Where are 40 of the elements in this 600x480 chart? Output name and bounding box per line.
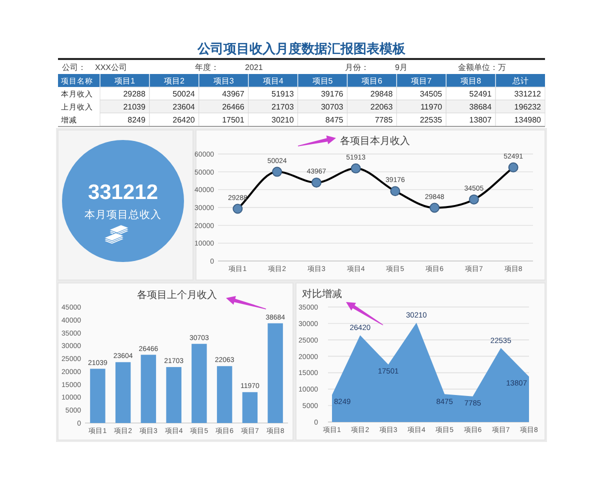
data-label: 21039 [123, 102, 146, 112]
data-label: 7785 [374, 116, 394, 124]
data-label: 30703 [320, 102, 344, 112]
data-label: 22535 [420, 116, 443, 124]
x-tick-label: 项目1 [114, 76, 136, 86]
data-label: 8475 [325, 116, 344, 124]
text: 年度： [195, 63, 219, 72]
text: 9月 [395, 63, 408, 72]
x-tick-label: 项目3 [213, 76, 234, 86]
chart-title: 对比增减 [302, 288, 342, 300]
data-label: 21703 [272, 102, 294, 112]
data-label: 22063 [370, 102, 394, 112]
data-label: 38684 [469, 102, 492, 112]
data-label: 23604 [172, 102, 196, 112]
x-tick-label: 项目5 [312, 76, 334, 86]
data-label: 8249 [128, 116, 146, 124]
data-label: 134980 [514, 116, 542, 124]
data-label: 17501 [222, 116, 245, 124]
text: 331212 [88, 181, 158, 204]
chart-title: 公司项目收入月度数据汇报图表模板 [196, 41, 406, 56]
text: 月份： [345, 63, 369, 72]
x-tick-label: 项目7 [411, 76, 432, 86]
chart-title: 各项目本月收入 [340, 135, 410, 147]
x-tick-label: 总计 [511, 76, 528, 86]
data-label: 11970 [420, 102, 443, 112]
data-label: 196232 [514, 102, 542, 112]
text: 本月项目总收入 [84, 208, 162, 221]
text: XXX公司 [95, 63, 128, 72]
x-tick-label: 项目4 [262, 76, 284, 86]
data-label: 13807 [469, 116, 492, 124]
text: 金额单位：万 [458, 63, 506, 72]
x-tick-label: 项目8 [460, 76, 482, 86]
data-label: 26466 [222, 102, 245, 112]
x-tick-label: 项目6 [362, 76, 383, 86]
x-tick-label: 项目2 [164, 76, 185, 86]
text: 2021 [245, 63, 264, 72]
chart-title: 各项目上个月收入 [137, 289, 217, 301]
text: 公司： [62, 63, 86, 72]
data-label: 30210 [272, 116, 294, 124]
data-label: 26420 [172, 116, 196, 124]
